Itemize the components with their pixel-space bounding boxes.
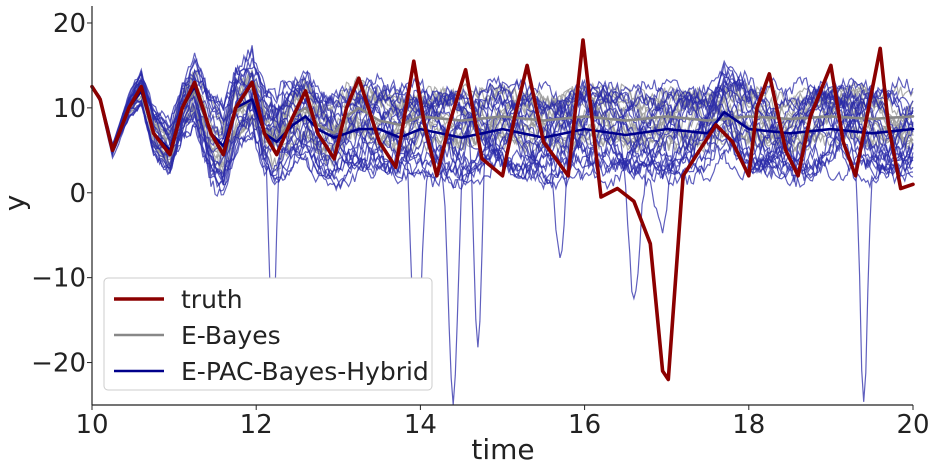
y-tick-label: −10: [31, 264, 86, 294]
ensemble-member-line: [91, 70, 914, 192]
ensemble-lines: [91, 45, 914, 405]
series-line-truth: [90, 38, 915, 382]
x-tick-label: 20: [896, 410, 929, 440]
series-lines: [90, 38, 915, 382]
y-axis-label: y: [0, 195, 31, 212]
x-tick-label: 14: [404, 410, 437, 440]
y-ticks: 20 10 0 −10 −20: [31, 9, 92, 379]
ensemble-member-line: [91, 57, 914, 184]
y-tick-label: 10: [53, 94, 86, 124]
x-tick-label: 16: [568, 410, 601, 440]
y-tick-label: −20: [31, 349, 86, 379]
ensemble-member-line: [91, 69, 914, 186]
axes: [91, 6, 913, 406]
legend-label: E-PAC-Bayes-Hybrid: [181, 357, 429, 386]
ensemble-member-line: [91, 78, 914, 182]
x-tick-label: 10: [75, 410, 108, 440]
legend-label: truth: [181, 285, 243, 314]
x-ticks: 10 12 14 16 18 20: [75, 405, 930, 440]
legend-label: E-Bayes: [181, 321, 281, 350]
x-tick-label: 18: [732, 410, 765, 440]
legend: truth E-Bayes E-PAC-Bayes-Hybrid: [103, 277, 433, 391]
x-axis-label: time: [471, 433, 534, 466]
x-tick-label: 12: [240, 410, 273, 440]
legend-box: [103, 277, 433, 391]
y-tick-label: 0: [69, 179, 86, 209]
y-tick-label: 20: [53, 9, 86, 39]
ensemble-member-line: [91, 48, 914, 191]
ensemble-member-line: [91, 67, 914, 173]
